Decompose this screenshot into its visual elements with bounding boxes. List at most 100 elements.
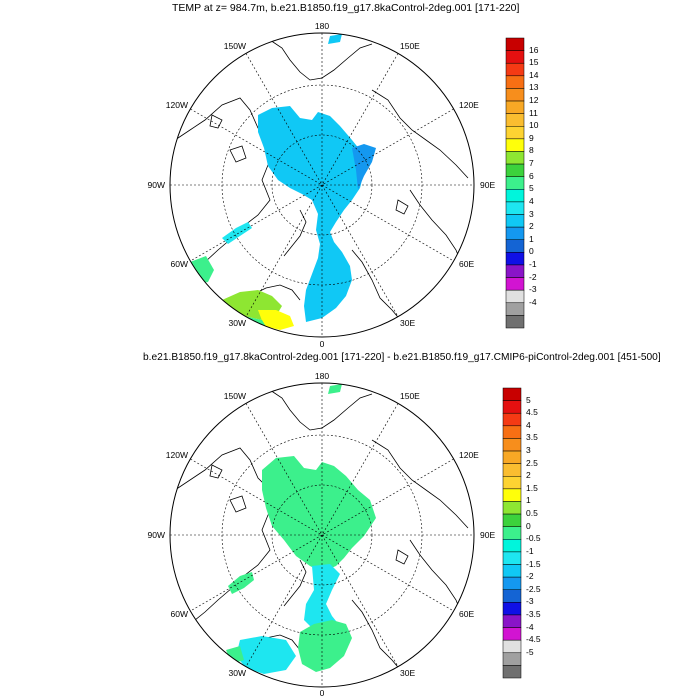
bottom-colorbar-tick-label: 4.5 — [526, 407, 538, 418]
top-colorbar-box — [505, 201, 525, 215]
top-colorbar-tick-label: 5 — [529, 183, 534, 194]
top-colorbar-box — [505, 214, 525, 228]
bottom-lon-label-120E: 120E — [459, 450, 479, 460]
top-colorbar-box — [505, 252, 525, 266]
bottom-colorbar-box — [502, 602, 522, 616]
top-lon-label-30E: 30E — [400, 318, 416, 328]
bottom-arctic-basin-region — [262, 456, 376, 572]
top-east-arctic-region — [352, 144, 376, 190]
top-colorbar-tick-label: 9 — [529, 132, 534, 143]
bottom-colorbar-tick-label: 4 — [526, 419, 531, 430]
top-colorbar-box — [505, 151, 525, 165]
bottom-colorbar-box — [502, 513, 522, 527]
bottom-colorbar-box — [502, 576, 522, 590]
top-colorbar-box — [505, 239, 525, 253]
top-warm-atlantic-region — [258, 310, 294, 330]
top-lon-label-30W: 30W — [228, 318, 246, 328]
top-colorbar-tick-label: 12 — [529, 95, 539, 106]
top-lon-label-0: 0 — [319, 339, 325, 349]
top-lon-label-120E: 120E — [459, 100, 479, 110]
top-arctic-basin-region — [258, 106, 365, 322]
bottom-colorbar-tick-label: -4 — [526, 621, 534, 632]
top-colorbar-tick-label: 10 — [529, 120, 539, 131]
top-lon-label-150E: 150E — [400, 41, 420, 51]
top-lon-label-60E: 60E — [459, 259, 475, 269]
bottom-colorbar-box — [502, 639, 522, 654]
bottom-colorbar-box — [502, 412, 522, 427]
bottom-colorbar-tick-label: -3 — [526, 596, 534, 607]
top-baffin-region — [222, 222, 252, 244]
top-colorbar-tick-label: 0 — [529, 246, 534, 257]
top-field-shading — [188, 34, 376, 332]
top-colorbar-box — [505, 37, 525, 51]
bottom-colorbar-tick-label: 2 — [526, 470, 531, 481]
bottom-lon-label-90W: 90W — [147, 530, 165, 540]
top-colorbar-box — [505, 138, 525, 152]
top-lon-label-180: 180 — [314, 21, 330, 31]
top-colorbar-tick-label: -4 — [529, 296, 537, 307]
bottom-colorbar-box — [502, 476, 522, 490]
top-graticule — [170, 33, 474, 337]
bottom-colorbar-tick-label: 0 — [526, 520, 531, 531]
top-colorbar-tick-label: 16 — [529, 44, 539, 55]
top-colorbar-tick-label: 3 — [529, 208, 534, 219]
top-colorbar-tick-label: 8 — [529, 145, 534, 156]
bottom-colorbar-tick-label: -0.5 — [526, 533, 541, 544]
top-colorbar-box — [505, 315, 525, 329]
top-colorbar-box — [505, 88, 525, 102]
top-plot-title: TEMP at z= 984.7m, b.e21.B1850.f19_g17.8… — [172, 2, 520, 14]
bottom-field-shading — [226, 384, 376, 674]
top-colorbar-box — [505, 264, 525, 278]
bottom-colorbar-box — [502, 438, 522, 452]
bottom-colorbar-tick-label: -1 — [526, 545, 534, 556]
top-colorbar — [505, 37, 525, 329]
top-colorbar-tick-label: 14 — [529, 69, 539, 80]
bottom-colorbar-box — [502, 425, 522, 439]
top-colorbar-box — [505, 126, 525, 140]
bottom-colorbar-tick-label: -1.5 — [526, 558, 541, 569]
bottom-colorbar-box — [502, 652, 522, 666]
top-lon-label-150W: 150W — [223, 41, 246, 51]
bottom-colorbar-tick-label: 0.5 — [526, 508, 538, 519]
bottom-lon-label-30E: 30E — [400, 668, 416, 678]
bottom-colorbar-box — [502, 526, 522, 540]
bottom-colorbar-box — [502, 539, 522, 553]
bottom-baffin-region — [228, 572, 254, 594]
top-colorbar-tick-label: 13 — [529, 82, 539, 93]
top-colorbar-box — [505, 163, 525, 177]
bottom-lon-label-120W: 120W — [165, 450, 188, 460]
top-polar-map — [174, 34, 469, 332]
bottom-colorbar-box — [502, 564, 522, 578]
bottom-colorbar-tick-label: -2.5 — [526, 583, 541, 594]
top-colorbar-tick-label: 7 — [529, 158, 534, 169]
bottom-colorbar-box — [502, 488, 522, 502]
top-colorbar-box — [505, 100, 525, 114]
bottom-colorbar-tick-label: 5 — [526, 394, 531, 405]
bottom-colorbar-box — [502, 614, 522, 628]
top-lon-label-120W: 120W — [165, 100, 188, 110]
top-pacific-strip — [328, 34, 342, 44]
bottom-lon-label-180: 180 — [314, 371, 330, 381]
bottom-colorbar-tick-label: 2.5 — [526, 457, 538, 468]
top-colorbar-tick-label: -1 — [529, 258, 537, 269]
top-colorbar-box — [505, 50, 525, 64]
bottom-colorbar-tick-label: 3.5 — [526, 432, 538, 443]
bottom-colorbar-tick-label: -5 — [526, 646, 534, 657]
bottom-colorbar-box — [502, 501, 522, 515]
top-greenland-sea-region — [188, 256, 214, 284]
bottom-transpolar-region — [304, 564, 340, 632]
bottom-colorbar-box — [502, 551, 522, 565]
top-colorbar-tick-label: 2 — [529, 221, 534, 232]
bottom-polar-map — [174, 384, 469, 674]
top-colorbar-box — [505, 302, 525, 316]
top-colorbar-tick-label: 4 — [529, 195, 534, 206]
top-colorbar-tick-label: 11 — [529, 107, 538, 118]
top-colorbar-tick-label: 6 — [529, 170, 534, 181]
bottom-colorbar-box — [502, 450, 522, 464]
top-colorbar-box — [505, 176, 525, 190]
top-colorbar-box — [505, 289, 525, 304]
bottom-lon-label-150E: 150E — [400, 391, 420, 401]
bottom-barents-region — [298, 620, 352, 672]
bottom-colorbar-box — [502, 463, 522, 477]
